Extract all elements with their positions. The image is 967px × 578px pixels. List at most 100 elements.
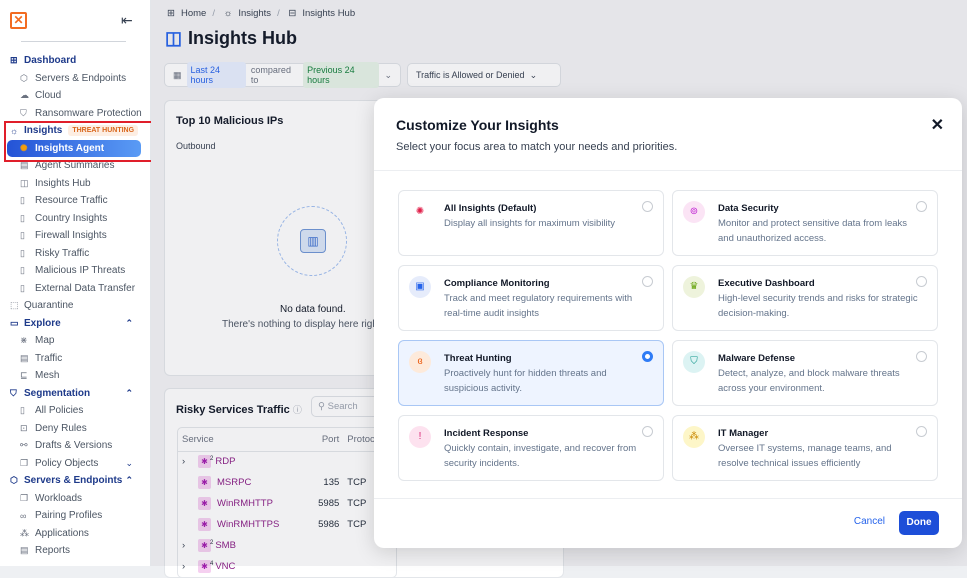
table-row[interactable]: ✱ WinRMHTTP 5985 TCP xyxy=(178,493,396,514)
radio-button[interactable] xyxy=(916,351,927,362)
done-button[interactable]: Done xyxy=(899,511,939,535)
service-icon: ✱ xyxy=(198,518,211,531)
sidebar-item-label: Ransomware Protection xyxy=(35,107,142,119)
divider xyxy=(21,41,126,42)
chevron-down-icon[interactable]: ⌄ xyxy=(125,457,133,468)
explore-icon: ▭ xyxy=(10,317,19,328)
option-data-security[interactable]: ⊚ Data Security Monitor and protect sensit… xyxy=(672,190,938,256)
option-malware-defense[interactable]: ⛉ Malware Defense Detect, analyze, and blo… xyxy=(672,340,938,406)
option-description: Proactively hunt for hidden threats and … xyxy=(444,368,607,394)
sidebar-item-policy-objects[interactable]: ❐ Policy Objects ⌄ xyxy=(0,455,151,473)
time-range-filter[interactable]: ▦ Last 24 hours compared to Previous 24 … xyxy=(164,62,401,88)
divider xyxy=(374,170,962,171)
outbound-tab[interactable]: Outbound xyxy=(176,141,216,151)
deny-icon: ⊡ xyxy=(20,422,28,433)
breadcrumb-insights[interactable]: Insights xyxy=(238,8,272,19)
option-incident-response[interactable]: ! Incident Response Quickly contain, inves… xyxy=(398,415,664,481)
sidebar-item-workloads[interactable]: ❐ Workloads xyxy=(0,490,151,508)
doc-icon: ▯ xyxy=(20,230,25,241)
chevron-up-icon[interactable]: ⌃ xyxy=(125,475,133,486)
option-description: Monitor and protect sensitive data from … xyxy=(718,218,908,244)
sidebar-item-map[interactable]: ⋇ Map xyxy=(0,332,151,350)
chevron-up-icon[interactable]: ⌃ xyxy=(125,317,133,328)
sidebar-item-ransomware-protection[interactable]: ⛉ Ransomware Protection xyxy=(0,105,151,123)
service-name[interactable]: RDP xyxy=(215,456,236,468)
sidebar-item-reports[interactable]: ▤ Reports xyxy=(0,542,151,560)
sidebar-item-servers-endpoints[interactable]: ⬡ Servers & Endpoints xyxy=(0,70,151,88)
radio-button[interactable] xyxy=(642,276,653,287)
sidebar-item-traffic[interactable]: ▤ Traffic xyxy=(0,350,151,368)
service-name[interactable]: MSRPC xyxy=(217,477,252,489)
service-name[interactable]: WinRMHTTPS xyxy=(217,519,280,531)
doc-icon: ▯ xyxy=(20,247,25,258)
sidebar-item-malicious-ip-threats[interactable]: ▯ Malicious IP Threats xyxy=(0,262,151,280)
table-row[interactable]: ✱ WinRMHTTPS 5986 TCP xyxy=(178,514,396,535)
sidebar-item-pairing-profiles[interactable]: ∞ Pairing Profiles xyxy=(0,507,151,525)
quarantine-icon: ⬚ xyxy=(10,300,19,311)
doc-icon: ▯ xyxy=(20,212,25,223)
sidebar-item-label: Pairing Profiles xyxy=(35,510,103,522)
sidebar-item-cloud[interactable]: ☁ Cloud xyxy=(0,87,151,105)
cancel-button[interactable]: Cancel xyxy=(853,516,885,527)
close-icon[interactable]: ✕ xyxy=(930,117,944,134)
column-header[interactable]: Service xyxy=(178,428,308,452)
sidebar-item-applications[interactable]: ⁂ Applications xyxy=(0,525,151,543)
radio-button[interactable] xyxy=(916,426,927,437)
sidebar-item-deny-rules[interactable]: ⊡ Deny Rules xyxy=(0,420,151,438)
sidebar-item-country-insights[interactable]: ▯ Country Insights xyxy=(0,210,151,228)
column-header[interactable]: Port xyxy=(307,428,344,452)
sidebar-item-label: Explore xyxy=(24,317,61,329)
shield-icon: ⛉ xyxy=(20,107,27,118)
sidebar-item-dashboard[interactable]: ⊞ Dashboard xyxy=(0,52,151,70)
sidebar-item-all-policies[interactable]: ▯ All Policies xyxy=(0,402,151,420)
sidebar-item-segmentation[interactable]: ⛉ Segmentation ⌃ xyxy=(0,385,151,403)
sidebar-nav: ⊞ Dashboard ⬡ Servers & Endpoints ☁ Cloud ⛉ Ran… xyxy=(0,52,151,560)
workloads-icon: ❐ xyxy=(20,492,29,503)
versions-icon: ⚯ xyxy=(20,440,28,451)
chevron-right-icon[interactable]: › xyxy=(182,540,186,552)
policy-icon: ▯ xyxy=(20,405,25,416)
service-name[interactable]: SMB xyxy=(215,540,236,552)
service-name[interactable]: WinRMHTTP xyxy=(217,498,273,510)
option-all-insights-default[interactable]: ✺ All Insights (Default) Display all insig… xyxy=(398,190,664,256)
sidebar-item-insights[interactable]: ☼ Insights THREAT HUNTING xyxy=(0,122,151,140)
option-threat-hunting[interactable]: ɞ Threat Hunting Proactively hunt for hidd… xyxy=(398,340,664,406)
option-description: High-level security trends and risks for… xyxy=(718,293,918,319)
radio-button[interactable] xyxy=(916,201,927,212)
port: 5985 xyxy=(318,498,340,509)
cube-icon: ⬡ xyxy=(20,72,28,83)
chevron-up-icon[interactable]: ⌃ xyxy=(125,387,133,398)
traffic-filter[interactable]: Traffic is Allowed or Denied ⌄ xyxy=(407,63,561,87)
sidebar-item-drafts-versions[interactable]: ⚯ Drafts & Versions xyxy=(0,437,151,455)
logo[interactable]: ✕ xyxy=(10,12,27,29)
compliance-icon: ▣ xyxy=(409,276,431,298)
sidebar-item-external-data-transfer[interactable]: ▯ External Data Transfer xyxy=(0,280,151,298)
sidebar-item-agent-summaries[interactable]: ▤ Agent Summaries xyxy=(0,157,151,175)
breadcrumb-home[interactable]: Home xyxy=(180,8,207,19)
sidebar-item-servers-endpoints[interactable]: ⬡ Servers & Endpoints ⌃ xyxy=(0,472,151,490)
sidebar-item-resource-traffic[interactable]: ▯ Resource Traffic xyxy=(0,192,151,210)
table-row[interactable]: › ✱ 2 RDP xyxy=(178,451,396,472)
port: 135 xyxy=(323,477,340,488)
option-compliance-monitoring[interactable]: ▣ Compliance Monitoring Track and meet reg… xyxy=(398,265,664,331)
option-it-manager[interactable]: ⁂ IT Manager Oversee IT systems, manage te… xyxy=(672,415,938,481)
collapse-sidebar-icon[interactable]: ⇤ xyxy=(121,12,133,28)
count-badge: 2 xyxy=(210,456,214,463)
sidebar-item-risky-traffic[interactable]: ▯ Risky Traffic xyxy=(0,245,151,263)
sidebar-item-explore[interactable]: ▭ Explore ⌃ xyxy=(0,315,151,333)
sidebar-item-insights-agent[interactable]: ✺ Insights Agent xyxy=(7,139,141,157)
sidebar-item-firewall-insights[interactable]: ▯ Firewall Insights xyxy=(0,227,151,245)
chevron-right-icon[interactable]: › xyxy=(182,456,186,468)
info-icon[interactable]: ⓘ xyxy=(292,405,302,415)
sidebar-item-quarantine[interactable]: ⬚ Quarantine xyxy=(0,297,151,315)
sidebar-item-mesh[interactable]: ⊑ Mesh xyxy=(0,367,151,385)
radio-button[interactable] xyxy=(642,426,653,437)
radio-button[interactable] xyxy=(642,201,653,212)
option-executive-dashboard[interactable]: ♛ Executive Dashboard High-level security … xyxy=(672,265,938,331)
sidebar-item-insights-hub[interactable]: ◫ Insights Hub xyxy=(0,175,151,193)
radio-button[interactable] xyxy=(642,351,653,362)
radio-button[interactable] xyxy=(916,276,927,287)
table-row[interactable]: ✱ MSRPC 135 TCP xyxy=(178,472,396,493)
home-icon: ⊞ xyxy=(167,8,175,19)
table-row[interactable]: › ✱ 2 SMB xyxy=(178,535,396,556)
